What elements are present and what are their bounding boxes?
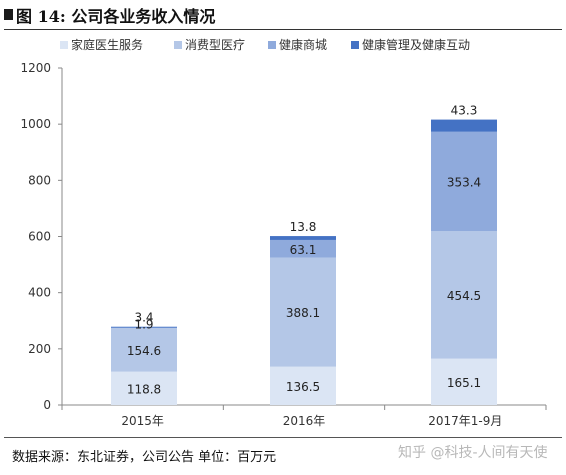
legend-swatch	[268, 41, 276, 49]
bar-segment	[270, 257, 336, 367]
figure-title-block: 图 14: 公司各业务收入情况	[4, 2, 562, 32]
stacked-bar-chart: 家庭医生服务 消费型医疗 健康商城 健康管理及健康互动 0 200 400 600 800 100…	[20, 37, 547, 428]
y-tick-label: 400	[28, 286, 51, 300]
legend-label: 家庭医生服务	[71, 37, 143, 52]
watermark-text: 知乎 @科技-人间有天使	[398, 445, 548, 461]
y-tick-label: 800	[28, 173, 51, 187]
bar-segment	[270, 239, 336, 258]
bar-segment	[270, 366, 336, 405]
data-label: 353.4	[447, 175, 481, 189]
bar-segment	[111, 371, 177, 405]
y-tick-label: 200	[28, 342, 51, 356]
legend-label: 消费型医疗	[185, 38, 245, 52]
x-category-label: 2016年	[283, 414, 326, 428]
legend-label: 健康商城	[279, 37, 327, 52]
footer-divider	[4, 437, 562, 438]
data-label: 136.5	[286, 380, 320, 394]
legend-swatch	[60, 41, 68, 49]
y-tick-label: 600	[28, 230, 51, 244]
y-tick-label: 0	[43, 398, 51, 412]
data-label: 388.1	[286, 306, 320, 320]
data-label: 13.8	[290, 220, 317, 234]
bar-segment	[111, 328, 177, 372]
title-square-marker	[4, 9, 13, 20]
data-label: 118.8	[127, 382, 161, 396]
data-label: 154.6	[127, 344, 161, 358]
data-label: 63.1	[290, 243, 317, 257]
x-category-label: 2017年1-9月	[428, 414, 502, 428]
data-label: 165.1	[447, 376, 481, 390]
title-underline	[4, 29, 562, 30]
source-note: 数据来源：东北证券，公司公告 单位：百万元	[12, 450, 277, 465]
y-tick-label: 1000	[20, 117, 51, 131]
data-label: 43.3	[451, 104, 478, 118]
data-label: 1.9	[134, 318, 153, 332]
bar-segment	[431, 358, 497, 405]
legend-swatch	[351, 41, 359, 49]
bar-segment	[111, 326, 177, 328]
bar-segment	[431, 131, 497, 231]
bar-segment	[431, 119, 497, 132]
x-category-label: 2015年	[121, 414, 164, 428]
data-label: 454.5	[447, 289, 481, 303]
y-tick-label: 1200	[20, 61, 51, 75]
bar-segment	[431, 230, 497, 359]
legend-swatch	[174, 41, 182, 49]
data-label: 3.4	[134, 311, 153, 325]
legend-label: 健康管理及健康互动	[362, 37, 470, 52]
bar-segment	[270, 236, 336, 240]
figure-title: 图 14: 公司各业务收入情况	[16, 7, 216, 26]
bar-segment	[111, 327, 177, 329]
